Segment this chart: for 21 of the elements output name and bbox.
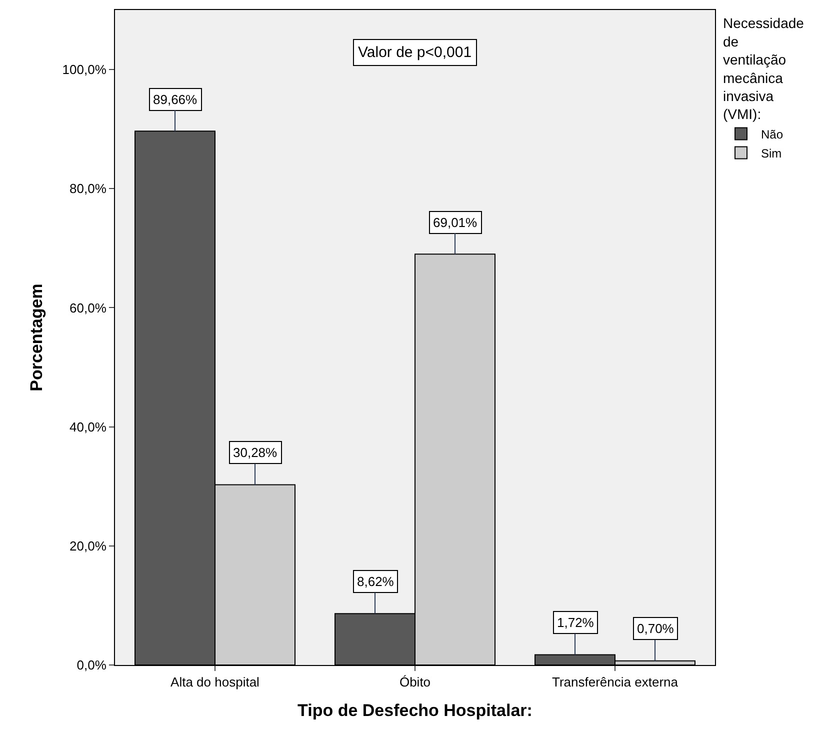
y-axis-title: Porcentagem [26, 284, 46, 392]
legend-title: Necessidade de ventilação mecânica invasiva (VMI): [723, 15, 804, 122]
y-tick-label: 40,0% [70, 419, 107, 434]
y-tick-label: 80,0% [70, 181, 107, 196]
y-tick-label: 100,0% [62, 62, 107, 78]
data-label: 89,66% [153, 92, 198, 107]
data-label: 1,72% [557, 615, 594, 630]
y-tick-label: 60,0% [70, 300, 107, 316]
legend-label: Não [761, 127, 784, 142]
data-label: 30,28% [233, 445, 278, 460]
data-label: 69,01% [433, 215, 478, 230]
x-tick-label: Óbito [399, 674, 431, 690]
annotation: Valor de p<0,001 [358, 44, 472, 61]
data-label: 8,62% [357, 574, 394, 589]
x-tick-label: Transferência externa [552, 674, 679, 690]
x-axis-title: Tipo de Desfecho Hospitalar: [298, 701, 532, 720]
x-tick-label: Alta do hospital [170, 674, 260, 690]
data-label: 0,70% [637, 621, 674, 636]
legend-label: Sim [761, 146, 782, 160]
y-tick-label: 20,0% [70, 538, 107, 554]
y-tick-label: 0,0% [76, 658, 107, 673]
